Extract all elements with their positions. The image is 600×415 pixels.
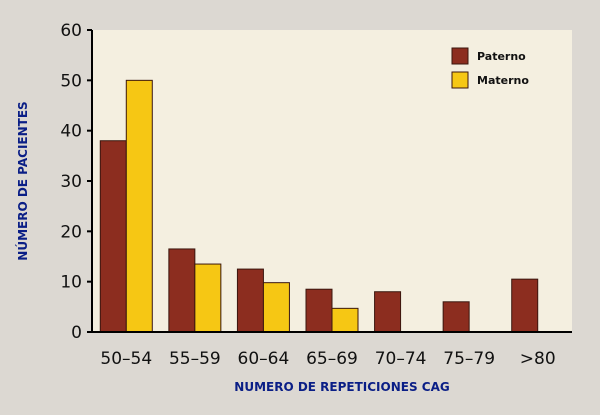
y-tick-label: 40 (60, 122, 82, 142)
x-tick-label: 65–69 (306, 349, 358, 369)
legend-label-materno: Materno (477, 74, 529, 87)
bar-materno-2 (194, 263, 222, 333)
bar-paterno-6 (442, 301, 470, 333)
x-ticks-group: 50–54 55–59 60–64 65–69 70–74 75–79 >80 (100, 349, 555, 369)
y-tick-label: 50 (60, 71, 82, 91)
bar-materno-4 (331, 307, 359, 333)
bar-paterno-7 (511, 278, 539, 333)
bar-materno-1 (125, 79, 153, 333)
bar-paterno-2 (168, 248, 196, 333)
legend: Paterno Materno (451, 47, 529, 89)
y-tick-label: 60 (60, 21, 82, 41)
legend-swatch-materno (451, 71, 469, 89)
legend-swatch-paterno (451, 47, 469, 65)
x-tick-label: 70–74 (375, 349, 427, 369)
y-tick-label: 10 (60, 273, 82, 293)
x-tick-label: 50–54 (100, 349, 152, 369)
x-tick-label: 60–64 (238, 349, 290, 369)
bars-group (99, 79, 539, 333)
x-tick-label: >80 (520, 349, 556, 369)
y-tick-label: 20 (60, 222, 82, 242)
y-tick-label: 30 (60, 172, 82, 192)
y-axis-title: NÚMERO DE PACIENTES (15, 101, 30, 260)
bar-paterno-3 (236, 268, 264, 333)
bar-paterno-4 (305, 288, 333, 333)
legend-label-paterno: Paterno (477, 50, 526, 63)
y-ticks-group: 0 10 20 30 40 50 60 (60, 21, 92, 343)
x-axis-title: NUMERO DE REPETICIONES CAG (234, 380, 449, 394)
bar-paterno-5 (374, 291, 402, 333)
x-tick-label: 75–79 (443, 349, 495, 369)
bar-materno-3 (262, 282, 290, 333)
x-tick-label: 55–59 (169, 349, 221, 369)
y-tick-label: 0 (71, 323, 82, 343)
bar-paterno-1 (99, 140, 127, 333)
